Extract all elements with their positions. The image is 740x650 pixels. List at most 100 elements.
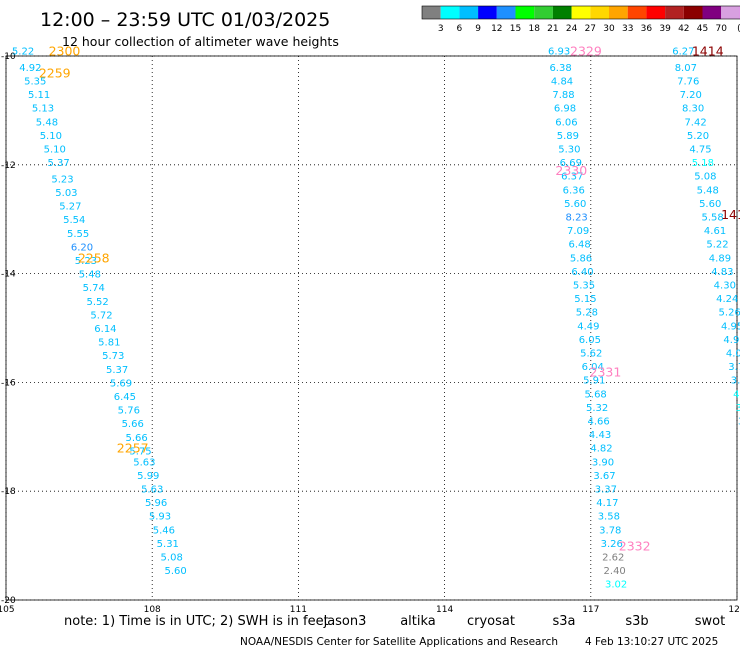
swh-point: 5.99 bbox=[137, 471, 159, 482]
swh-point: 5.76 bbox=[118, 406, 140, 417]
legend-swatch bbox=[515, 6, 535, 19]
legend-swatch bbox=[478, 6, 497, 19]
swh-point: 5.15 bbox=[574, 294, 596, 305]
swh-point: 3.72 bbox=[728, 362, 740, 373]
footer-note: note: 1) Time is in UTC; 2) SWH is in fe… bbox=[64, 614, 329, 629]
swh-point: 5.66 bbox=[125, 433, 147, 444]
legend-swatch bbox=[496, 6, 516, 19]
swh-point: 4.21 bbox=[733, 389, 740, 400]
pass-label: 2300 bbox=[49, 44, 81, 59]
y-tick-label: -10 bbox=[1, 52, 16, 62]
swh-point: 5.30 bbox=[558, 144, 580, 155]
pass-label: 2330 bbox=[555, 163, 587, 178]
swh-point: 8.23 bbox=[566, 212, 588, 223]
axes: 105 108 111 114 117 120 -10 -12 -14 -16 -18 -20 bbox=[0, 52, 740, 615]
swh-point: 5.96 bbox=[145, 498, 167, 509]
swh-point: 5.72 bbox=[90, 310, 112, 321]
swh-point: 4.17 bbox=[596, 498, 618, 509]
swh-point: 5.46 bbox=[153, 525, 175, 536]
y-tick-label: -16 bbox=[1, 378, 16, 388]
swh-point: 4.99 bbox=[723, 335, 740, 346]
x-tick-label: 120 bbox=[728, 605, 740, 615]
swh-point: 5.48 bbox=[697, 185, 719, 196]
swh-point: 5.10 bbox=[44, 144, 66, 155]
legend-swatch bbox=[590, 6, 609, 19]
y-tick-label: -20 bbox=[1, 596, 16, 606]
pass-label: 1413 bbox=[721, 207, 740, 222]
swh-point: 5.23 bbox=[75, 256, 97, 267]
legend-tick-label: 24 bbox=[566, 24, 578, 34]
legend-swatch bbox=[665, 6, 684, 19]
legend-swatch bbox=[702, 6, 722, 19]
swh-point: 7.09 bbox=[567, 226, 589, 237]
mission-legend: jason3 altika cryosat s3a s3b swot bbox=[323, 614, 726, 629]
swh-point: 5.03 bbox=[55, 188, 77, 199]
swh-point: 5.86 bbox=[570, 253, 592, 264]
data-points: 5.22 4.92 5.35 5.11 5.13 5.48 5.10 5.10 5.37 5.23… bbox=[12, 47, 740, 591]
swh-point: 4.95 bbox=[721, 321, 740, 332]
footer-timestamp: 4 Feb 13:10:27 UTC 2025 bbox=[585, 636, 718, 648]
swh-point: 4.89 bbox=[709, 253, 731, 264]
swh-point: 7.20 bbox=[680, 90, 702, 101]
legend-swatch bbox=[440, 6, 460, 19]
legend-swatch bbox=[609, 6, 628, 19]
swh-point: 3.17 bbox=[736, 403, 740, 414]
legend-unit: (ft) bbox=[737, 24, 740, 34]
swh-point: 5.18 bbox=[692, 158, 714, 169]
swh-point: 4.49 bbox=[577, 321, 599, 332]
swh-point: 5.60 bbox=[699, 199, 721, 210]
swh-point: 5.28 bbox=[576, 308, 598, 319]
swh-point: 2.62 bbox=[602, 552, 624, 563]
swh-point: 4.75 bbox=[689, 144, 711, 155]
swh-point: 5.89 bbox=[557, 131, 579, 142]
swh-point: 6.93 bbox=[548, 47, 570, 58]
swh-point: 5.73 bbox=[102, 351, 124, 362]
swh-point: 3.90 bbox=[592, 457, 614, 468]
pass-label: 2331 bbox=[590, 365, 622, 380]
legend-tick-label: 70 bbox=[715, 24, 727, 34]
mission-label: jason3 bbox=[323, 614, 367, 629]
swh-point: 5.20 bbox=[687, 131, 709, 142]
plot-frame bbox=[5, 55, 738, 601]
swh-point: 5.54 bbox=[63, 215, 85, 226]
swh-point: 6.45 bbox=[114, 392, 136, 403]
swh-point: 5.81 bbox=[98, 338, 120, 349]
chart-title: 12:00 – 23:59 UTC 01/03/2025 bbox=[40, 9, 330, 31]
legend-tick-label: 3 bbox=[438, 24, 444, 34]
swh-point: 5.68 bbox=[585, 389, 607, 400]
swh-point: 5.08 bbox=[694, 172, 716, 183]
swh-point: 5.74 bbox=[83, 283, 105, 294]
swh-point: 5.13 bbox=[32, 104, 54, 115]
swh-point: 4.66 bbox=[587, 416, 609, 427]
legend-swatch bbox=[721, 6, 740, 19]
legend-frame bbox=[421, 5, 740, 20]
swh-point: 3.37 bbox=[595, 484, 617, 495]
swh-point: 4.43 bbox=[589, 430, 611, 441]
swh-point: 5.22 bbox=[12, 47, 34, 58]
swh-point: 3.26 bbox=[601, 539, 623, 550]
swh-point: 5.10 bbox=[40, 131, 62, 142]
swh-point: 8.30 bbox=[682, 104, 704, 115]
swh-point: 4.05 bbox=[726, 348, 740, 359]
legend-tick-label: 18 bbox=[528, 24, 540, 34]
mission-label: cryosat bbox=[467, 614, 515, 629]
legend-tick-label: 6 bbox=[457, 24, 463, 34]
swh-point: 5.27 bbox=[59, 202, 81, 213]
x-tick-label: 108 bbox=[144, 605, 161, 615]
legend-tick-label: 36 bbox=[641, 24, 653, 34]
legend-swatch bbox=[683, 6, 703, 19]
y-tick-label: -18 bbox=[1, 487, 16, 497]
swh-point: 5.60 bbox=[164, 566, 186, 577]
swh-point: 5.91 bbox=[583, 376, 605, 387]
swh-point: 5.63 bbox=[141, 484, 163, 495]
y-tick-label: -14 bbox=[1, 270, 16, 280]
swh-point: 5.26 bbox=[719, 308, 740, 319]
legend-tick-label: 33 bbox=[622, 24, 633, 34]
swh-point: 5.37 bbox=[106, 365, 128, 376]
pass-label: 2257 bbox=[117, 441, 149, 456]
swh-point: 5.55 bbox=[67, 229, 89, 240]
swh-point: 3.70 bbox=[731, 376, 740, 387]
swh-point: 5.31 bbox=[157, 539, 179, 550]
swh-point: 3.58 bbox=[598, 512, 620, 523]
